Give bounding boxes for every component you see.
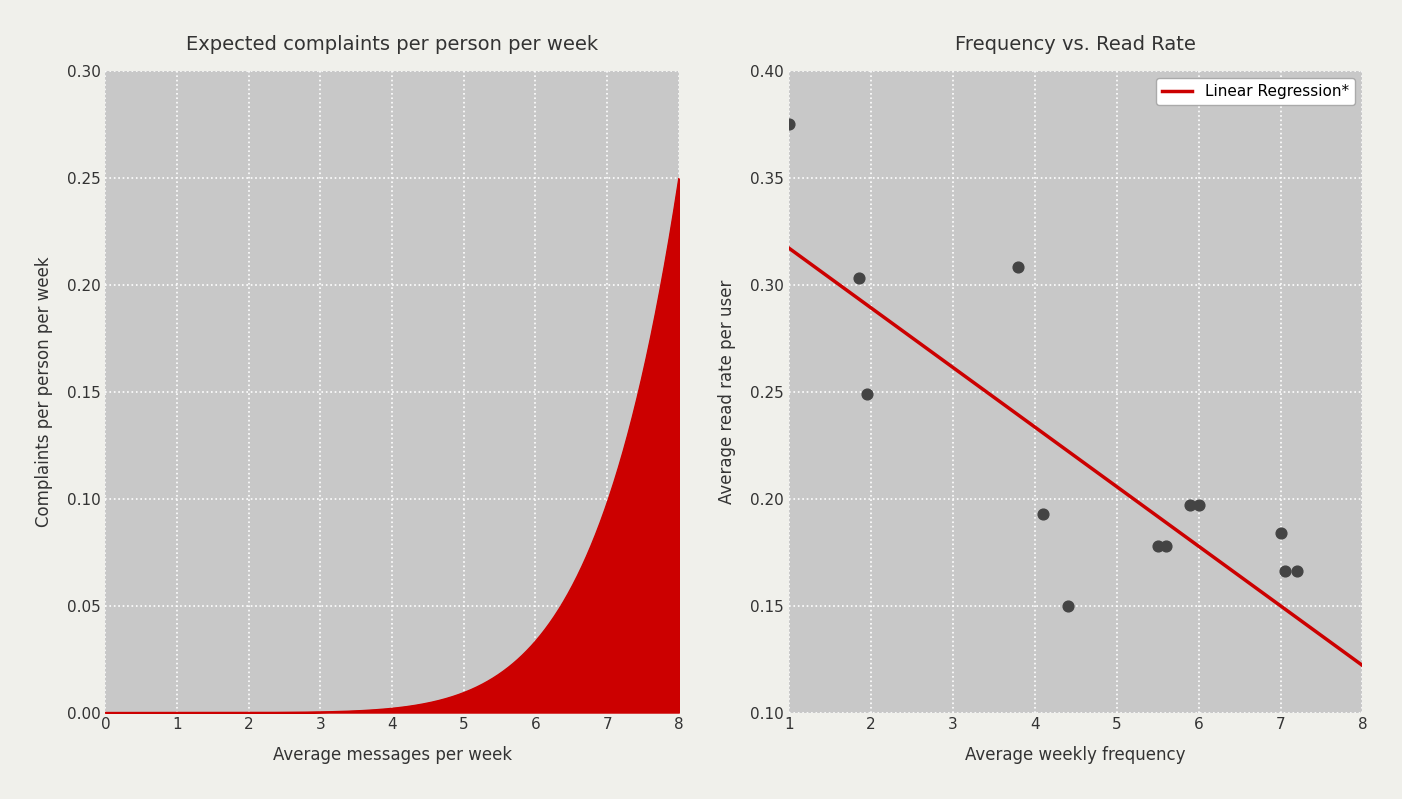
Point <box>1032 507 1054 520</box>
Point <box>1007 261 1029 274</box>
Point <box>1056 599 1078 612</box>
Point <box>1273 565 1295 578</box>
Title: Frequency vs. Read Rate: Frequency vs. Read Rate <box>955 34 1196 54</box>
Point <box>1179 499 1202 511</box>
Legend: Linear Regression*: Linear Regression* <box>1155 78 1354 105</box>
Point <box>1187 499 1210 511</box>
Point <box>1269 527 1291 539</box>
Y-axis label: Complaints per person per week: Complaints per person per week <box>35 256 53 527</box>
X-axis label: Average messages per week: Average messages per week <box>272 746 512 765</box>
Point <box>847 272 869 284</box>
Point <box>1286 565 1308 578</box>
Point <box>1155 539 1178 552</box>
Y-axis label: Average read rate per user: Average read rate per user <box>718 280 736 503</box>
Point <box>1147 539 1169 552</box>
X-axis label: Average weekly frequency: Average weekly frequency <box>966 746 1186 765</box>
Title: Expected complaints per person per week: Expected complaints per person per week <box>186 34 599 54</box>
Point <box>855 388 878 400</box>
Point <box>778 117 801 130</box>
